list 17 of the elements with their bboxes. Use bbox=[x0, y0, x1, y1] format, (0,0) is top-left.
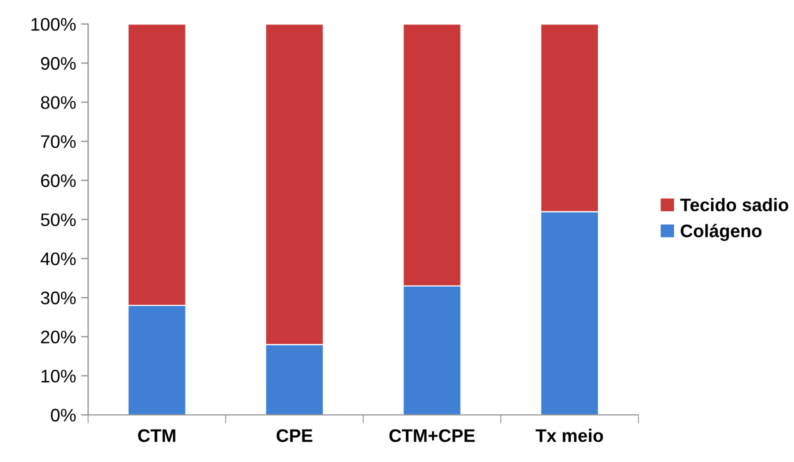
y-tick-label: 80% bbox=[40, 96, 76, 109]
x-tick-label: CTM bbox=[138, 429, 176, 442]
x-tick-label: CTM+CPE bbox=[389, 429, 475, 442]
y-tick-label: 40% bbox=[40, 252, 76, 266]
y-tick-label: 0% bbox=[50, 408, 76, 422]
y-tick-label: 90% bbox=[41, 57, 76, 70]
y-tick-label: 30% bbox=[40, 292, 76, 304]
y-tick-label: 10% bbox=[42, 370, 76, 383]
y-tick-label: 70% bbox=[41, 135, 76, 148]
y-tick-label: 60% bbox=[41, 174, 76, 188]
y-tick-label: 50% bbox=[40, 213, 76, 226]
legend-label: Colágeno bbox=[680, 224, 762, 241]
x-tick-label: Tx meio bbox=[536, 428, 604, 442]
y-tick-label: 20% bbox=[41, 330, 76, 344]
y-tick-label: 100% bbox=[32, 18, 76, 31]
legend-label: Tecido sadio bbox=[680, 198, 788, 212]
x-tick-label: CPE bbox=[276, 429, 312, 442]
